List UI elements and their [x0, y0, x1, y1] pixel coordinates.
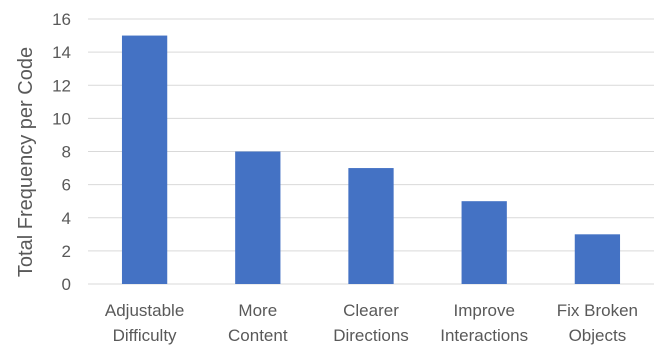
bar	[121, 35, 168, 284]
y-tick-label: 0	[62, 275, 71, 294]
x-category-label-line: Directions	[333, 326, 409, 345]
x-category-label-line: Improve	[453, 301, 514, 320]
y-tick-label: 14	[52, 43, 71, 62]
bar	[348, 168, 394, 284]
y-axis-ticks: 0 2 4 6 8 10 12 14 16	[52, 10, 71, 294]
y-tick-label: 16	[52, 10, 71, 29]
y-tick-label: 6	[62, 176, 71, 195]
x-category-label-line: More	[238, 301, 277, 320]
x-category-label-line: Content	[228, 326, 288, 345]
y-tick-label: 4	[62, 209, 71, 228]
x-category-label-line: Difficulty	[113, 326, 177, 345]
x-category-label: Adjustable Difficulty	[105, 301, 184, 345]
x-category-label-line: Interactions	[440, 326, 528, 345]
x-category-label-line: Fix Broken	[557, 301, 638, 320]
x-category-label: Improve Interactions	[440, 301, 528, 345]
bar	[235, 151, 281, 284]
y-axis-title: Total Frequency per Code	[15, 47, 37, 277]
bar	[461, 201, 507, 284]
x-category-label-line: Clearer	[343, 301, 399, 320]
x-category-label-line: Objects	[569, 326, 627, 345]
x-category-label: Fix Broken Objects	[557, 301, 638, 345]
y-tick-label: 8	[62, 143, 71, 162]
y-tick-label: 10	[52, 109, 71, 128]
x-axis-categories: Adjustable Difficulty More Content Clearer Di…	[105, 301, 638, 345]
bars	[121, 35, 621, 284]
x-category-label: Clearer Directions	[333, 301, 409, 345]
y-tick-label: 12	[52, 76, 71, 95]
x-category-label: More Content	[228, 301, 288, 345]
y-tick-label: 2	[62, 242, 71, 261]
bar	[574, 234, 621, 284]
gridlines	[88, 18, 654, 285]
x-category-label-line: Adjustable	[105, 301, 184, 320]
